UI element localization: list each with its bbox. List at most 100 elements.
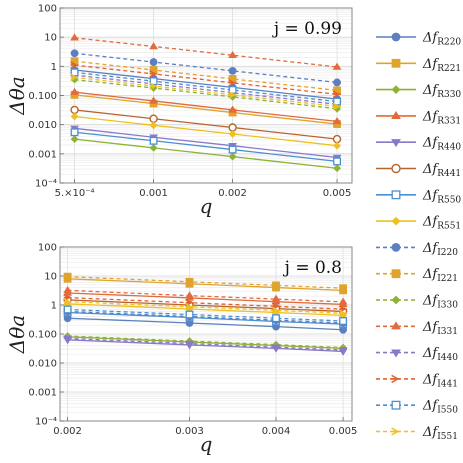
bottom-panel: 10⁻⁴ 0.001 0.010 0.100 1 10 100 0.002 0.003 0.004… xyxy=(5,243,357,457)
legend-label: ΔfI441 xyxy=(422,372,458,389)
legend-label: ΔfI550 xyxy=(422,399,458,416)
legend-item-I221: ΔfI221 xyxy=(376,267,458,284)
series-I220 xyxy=(70,49,341,87)
legend-label: ΔfI330 xyxy=(422,294,458,311)
legend-item-R440: ΔfR440 xyxy=(376,136,461,153)
data-point xyxy=(185,340,194,348)
series-R330 xyxy=(70,135,341,173)
legend-item-R441: ΔfR441 xyxy=(376,162,461,179)
legend-swatch-marker xyxy=(391,321,401,330)
y-tick-label: 0.001 xyxy=(28,149,57,160)
x-tick-label: 0.004 xyxy=(262,426,291,437)
legend-item-I440: ΔfI440 xyxy=(376,346,458,363)
data-point xyxy=(70,33,79,41)
y-tick-label: 10 xyxy=(44,33,57,44)
y-axis-label: Δθa xyxy=(5,315,29,354)
data-point xyxy=(228,66,237,75)
data-point xyxy=(63,305,72,314)
series-line xyxy=(67,292,344,306)
legend: ΔfR220 ΔfR221 ΔfR330 ΔfR331 ΔfR440 ΔfR441 ΔfR5… xyxy=(376,31,461,442)
series-line xyxy=(74,138,338,169)
data-point xyxy=(70,57,79,66)
data-point xyxy=(63,272,72,281)
x-tick-label: 0.003 xyxy=(175,426,204,437)
data-point xyxy=(228,79,237,87)
data-point xyxy=(70,61,79,69)
legend-swatch-marker xyxy=(391,32,401,42)
series-line xyxy=(74,37,338,68)
data-point xyxy=(338,347,348,355)
data-point xyxy=(272,314,280,323)
series-line xyxy=(74,76,338,108)
data-point xyxy=(332,134,342,144)
series-R550 xyxy=(70,128,342,166)
y-tick-label: 10⁻⁴ xyxy=(35,179,57,190)
series-I331 xyxy=(70,33,342,70)
series-R551 xyxy=(70,112,341,150)
data-point xyxy=(149,96,158,104)
series-line xyxy=(74,64,338,95)
data-point xyxy=(332,116,342,125)
series-line xyxy=(67,317,344,331)
series-line xyxy=(74,115,338,147)
panel-annotation: j = 0.8 xyxy=(283,258,342,278)
series-I441 xyxy=(70,61,341,99)
data-point xyxy=(333,164,341,173)
data-point xyxy=(149,66,158,74)
data-point xyxy=(333,141,341,150)
legend-label: ΔfI551 xyxy=(422,425,458,442)
legend-label: ΔfI220 xyxy=(422,241,458,258)
legend-label: ΔfI331 xyxy=(422,320,458,337)
legend-item-R331: ΔfR331 xyxy=(376,109,461,126)
legend-swatch-marker xyxy=(391,427,401,436)
legend-item-I441: ΔfI441 xyxy=(376,372,458,389)
legend-swatch-marker xyxy=(391,190,401,200)
x-tick-label: 0.005 xyxy=(329,426,358,437)
x-tick-label: 5.×10⁻⁴ xyxy=(55,188,95,199)
series-I331 xyxy=(63,285,348,305)
legend-label: ΔfR441 xyxy=(422,162,461,179)
x-tick-label: 0.005 xyxy=(323,188,352,199)
data-point xyxy=(149,121,158,130)
panel-annotation: j = 0.99 xyxy=(272,19,342,39)
data-point xyxy=(149,143,158,152)
series-I551 xyxy=(70,73,341,111)
data-point xyxy=(70,112,79,121)
y-tick-label: 100 xyxy=(38,4,57,15)
legend-label: ΔfR550 xyxy=(422,188,461,205)
series-line xyxy=(67,336,344,350)
series-line xyxy=(74,69,338,100)
data-point xyxy=(63,297,72,306)
y-tick-label: 0.010 xyxy=(28,120,57,131)
data-point xyxy=(70,135,79,143)
data-point xyxy=(149,42,158,50)
data-point xyxy=(333,86,341,95)
legend-swatch-marker xyxy=(391,295,401,305)
legend-item-R330: ΔfR330 xyxy=(376,83,461,100)
legend-swatch-marker xyxy=(391,269,401,279)
legend-item-I550: ΔfI550 xyxy=(376,399,458,416)
legend-swatch-marker xyxy=(391,349,401,358)
legend-swatch-marker xyxy=(391,374,401,384)
legend-label: ΔfR330 xyxy=(422,83,461,100)
legend-swatch-marker xyxy=(391,243,401,252)
data-point xyxy=(149,82,158,90)
y-tick-label: 0.001 xyxy=(28,388,57,399)
data-point xyxy=(333,78,341,87)
data-point xyxy=(228,152,237,161)
x-axis-label: q xyxy=(200,432,213,456)
data-point xyxy=(272,281,280,290)
y-tick-label: 1 xyxy=(51,301,57,312)
data-point xyxy=(338,309,348,318)
legend-label: ΔfR440 xyxy=(422,136,461,153)
data-point xyxy=(271,294,281,302)
series-I550 xyxy=(63,305,348,325)
legend-swatch-marker xyxy=(391,85,401,94)
series-line xyxy=(74,127,338,159)
legend-item-I330: ΔfI330 xyxy=(376,294,458,311)
series-line xyxy=(67,303,344,316)
series-line xyxy=(74,109,338,140)
data-point xyxy=(63,335,73,343)
legend-label: ΔfR220 xyxy=(422,31,461,48)
data-point xyxy=(185,310,194,319)
